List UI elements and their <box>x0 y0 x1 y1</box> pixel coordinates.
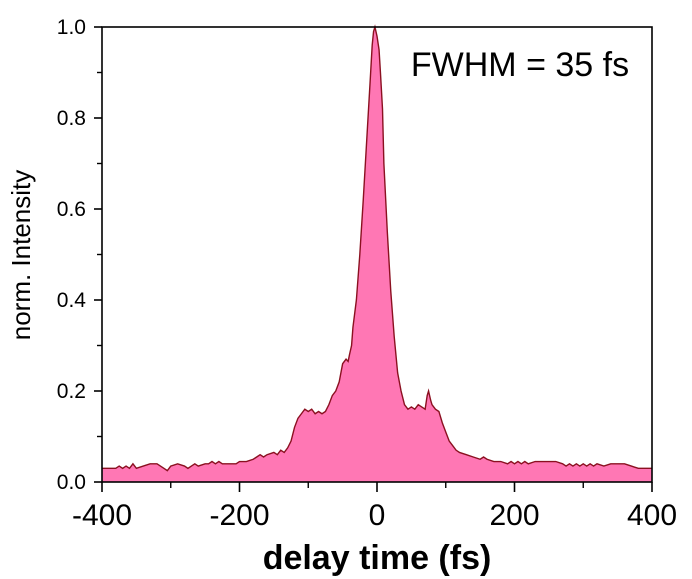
y-tick-label: 0.4 <box>57 289 87 312</box>
x-tick-label: 400 <box>627 499 677 532</box>
y-axis: 0.0 0.2 0.4 0.6 0.8 1.0 <box>57 16 102 494</box>
series-line <box>102 24 652 472</box>
plot-area <box>102 24 652 482</box>
x-tick-label: -200 <box>209 499 269 532</box>
fwhm-annotation: FWHM = 35 fs <box>411 46 629 84</box>
series-area-fill <box>102 27 652 482</box>
y-axis-title: norm. Intensity <box>6 170 36 341</box>
y-tick-label: 0.8 <box>57 107 86 130</box>
y-tick-label: 0.2 <box>57 380 86 403</box>
x-axis-title: delay time (fs) <box>263 539 492 577</box>
y-tick-label: 1.0 <box>57 16 86 39</box>
y-tick-label: 0.0 <box>57 471 86 494</box>
x-tick-label: 0 <box>369 499 386 532</box>
y-tick-label: 0.6 <box>57 198 86 221</box>
x-axis: -400 -200 0 200 400 <box>72 482 677 532</box>
x-tick-label: -400 <box>72 499 132 532</box>
x-tick-label: 200 <box>489 499 539 532</box>
